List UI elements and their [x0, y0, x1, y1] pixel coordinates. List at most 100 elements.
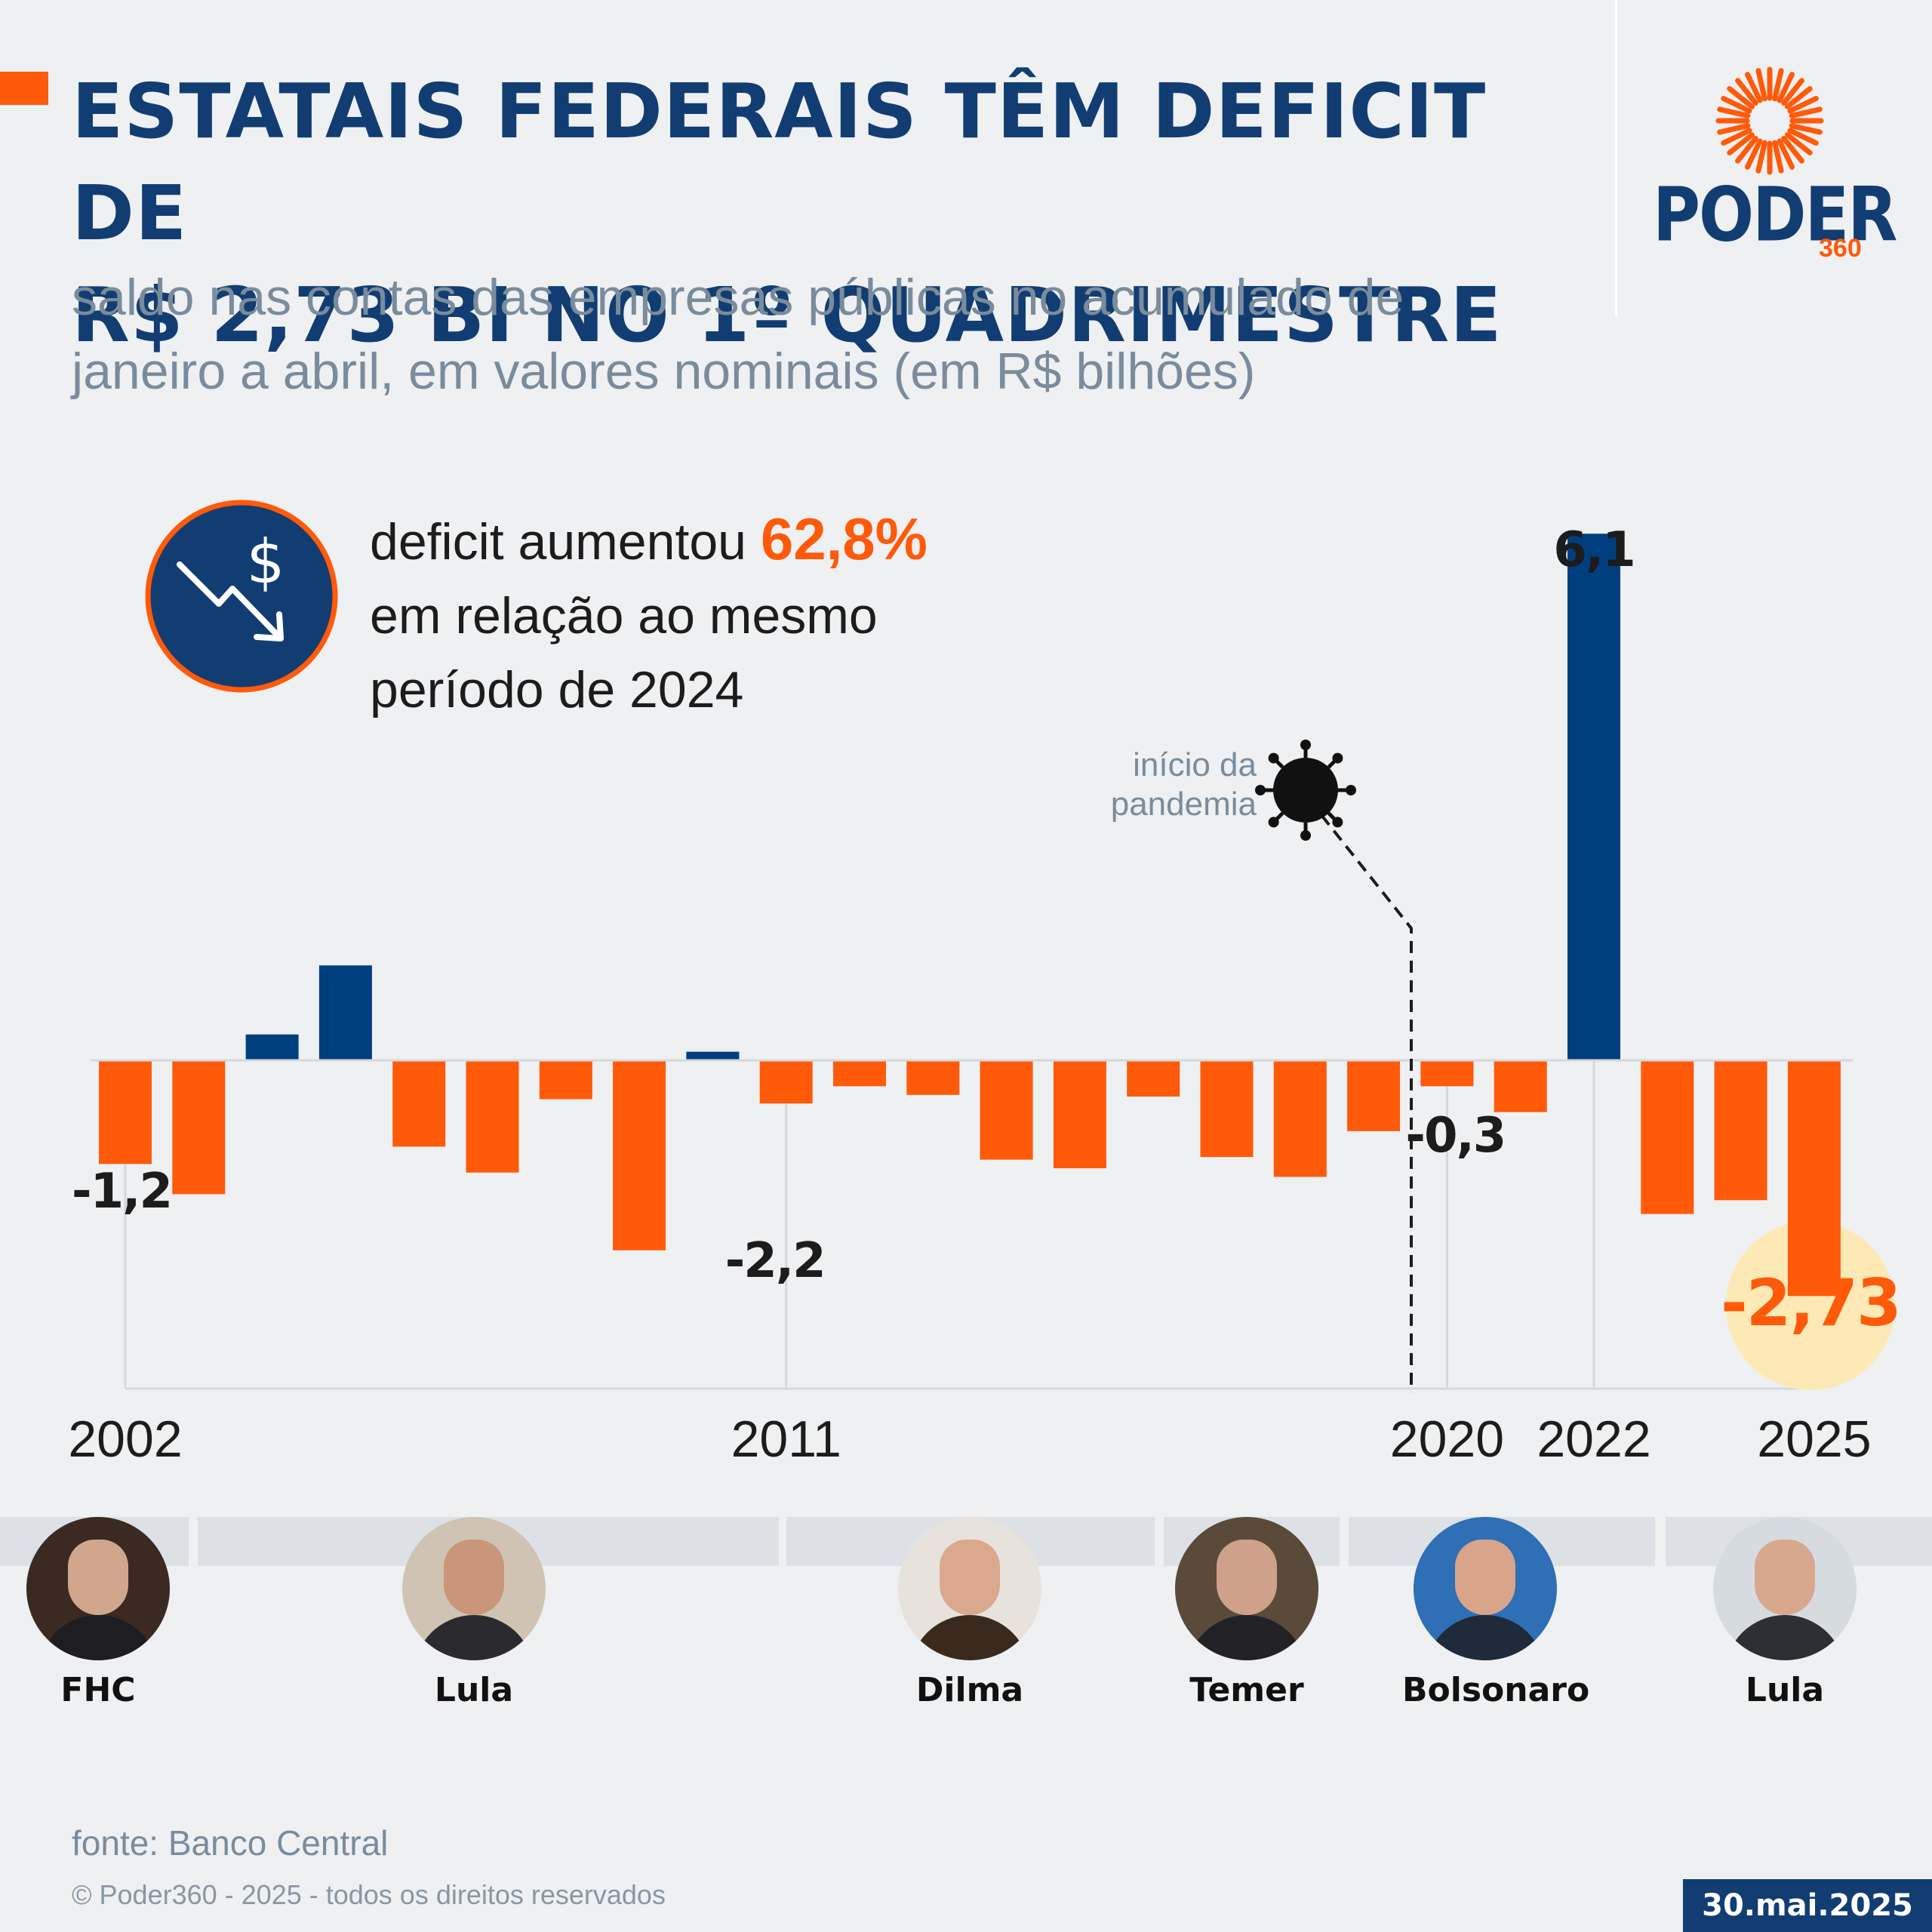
- page-title: ESTATAIS FEDERAIS TÊM DEFICIT DE R$ 2,73…: [72, 60, 1611, 366]
- bar-2011: [759, 1060, 813, 1104]
- sun-ray: [1787, 128, 1819, 146]
- president-name: Lula: [1745, 1671, 1825, 1709]
- sun-ray: [1727, 132, 1755, 155]
- callout-text: deficit aumentou 62,8% em relação ao mes…: [370, 502, 1049, 727]
- date-badge: 30.mai.2025: [1683, 1879, 1932, 1932]
- data-label-2002: -1,2: [72, 1164, 171, 1220]
- annotation-text-2: pandemia: [1111, 786, 1257, 823]
- avatar: [1713, 1517, 1857, 1660]
- president-dilma-2: Dilma: [887, 1517, 1053, 1709]
- data-label-2022: 6,1: [1553, 522, 1634, 578]
- avatar: [898, 1517, 1041, 1660]
- x-tick-label-2020: 2020: [1390, 1411, 1504, 1468]
- president-name: Lula: [434, 1671, 514, 1709]
- highlight-circle: [1725, 1221, 1895, 1390]
- sun-ray: [1781, 78, 1804, 106]
- avatar: [1175, 1517, 1318, 1660]
- bar-2025: [1787, 1060, 1841, 1297]
- svg-text:$: $: [247, 527, 285, 597]
- president-name: Bolsonaro: [1402, 1671, 1590, 1709]
- president-bolsonaro-4: Bolsonaro: [1402, 1517, 1590, 1709]
- sun-ray: [1785, 132, 1813, 155]
- dollar-down-trend-icon: $: [145, 500, 338, 693]
- presidents-band: FHC Lula Dilma Temer Bolsonaro Lula: [0, 1517, 1932, 1743]
- sun-ray: [1772, 140, 1784, 174]
- bar-2009: [613, 1060, 666, 1251]
- sun-ray: [1781, 136, 1804, 164]
- title-accent-bar: [0, 72, 48, 105]
- sun-ray: [1717, 106, 1751, 118]
- sun-ray: [1717, 123, 1751, 135]
- subtitle-line-2: janeiro a abril, em valores nominais (em…: [72, 343, 1256, 400]
- bar-2020: [1420, 1060, 1474, 1087]
- data-label-2011: -2,2: [725, 1233, 825, 1289]
- x-tick-label-2025: 2025: [1757, 1411, 1871, 1468]
- bar-2021: [1494, 1060, 1547, 1112]
- president-fhc-0: FHC: [15, 1517, 181, 1709]
- president-name: Temer: [1189, 1671, 1304, 1709]
- sun-ray: [1785, 86, 1813, 109]
- sun-ray: [1789, 123, 1823, 135]
- bar-2013: [906, 1060, 960, 1095]
- bar-2015: [1053, 1060, 1106, 1168]
- logo-number: 360: [1819, 234, 1862, 263]
- data-label-2025: -2,73: [1721, 1266, 1900, 1341]
- bar-2023: [1641, 1060, 1694, 1214]
- title-line-2: R$ 2,73 BI NO 1º QUADRIMESTRE: [72, 271, 1503, 359]
- sun-ray: [1745, 72, 1763, 103]
- title-line-1: ESTATAIS FEDERAIS TÊM DEFICIT DE: [72, 67, 1487, 257]
- callout-line-2: em relação ao mesmo: [370, 587, 878, 645]
- bar-2017: [1200, 1060, 1254, 1158]
- sun-ray: [1721, 128, 1752, 146]
- avatar: [1414, 1517, 1557, 1660]
- source-note: fonte: Banco Central: [72, 1823, 389, 1863]
- bar-2024: [1714, 1060, 1767, 1201]
- bar-chart: -1,2 -2,2 -0,3 6,1 -2,73 2002 2011 2020 2022 202…: [68, 522, 1901, 1468]
- sun-ray: [1735, 78, 1758, 106]
- bar-2010: [686, 1051, 740, 1060]
- president-lula-1: Lula: [391, 1517, 557, 1709]
- bar-2002: [99, 1060, 152, 1164]
- x-tick-label-2011: 2011: [731, 1411, 841, 1468]
- sun-ray: [1755, 68, 1767, 102]
- bar-2018: [1273, 1060, 1327, 1177]
- copyright-note: © Poder360 - 2025 - todos os direitos re…: [72, 1879, 666, 1910]
- header-divider: [1615, 0, 1617, 317]
- sun-ray: [1721, 96, 1752, 114]
- bar-2007: [466, 1060, 519, 1173]
- president-temer-3: Temer: [1164, 1517, 1330, 1709]
- sun-ray: [1772, 68, 1784, 102]
- annotation-text-1: início da: [1133, 746, 1257, 783]
- bar-2022: [1567, 534, 1620, 1060]
- coronavirus-icon: [1255, 740, 1356, 841]
- bar-2014: [980, 1060, 1033, 1160]
- bar-2008: [539, 1060, 592, 1100]
- bar-2006: [392, 1060, 446, 1147]
- callout-highlight: 62,8%: [760, 506, 928, 572]
- avatar: [26, 1517, 170, 1660]
- bar-2004: [245, 1034, 299, 1060]
- bar-2005: [318, 965, 372, 1060]
- bar-2003: [172, 1060, 226, 1195]
- bar-2019: [1347, 1060, 1401, 1131]
- callout-text-before: deficit aumentou: [370, 513, 761, 571]
- sun-ray: [1755, 140, 1767, 174]
- data-label-2020: -0,3: [1405, 1108, 1505, 1164]
- x-tick-label-2002: 2002: [68, 1411, 182, 1468]
- subtitle-line-1: saldo nas contas das empresas públicas n…: [72, 269, 1404, 326]
- annotation-leader-line: [1308, 798, 1413, 1392]
- bar-2012: [833, 1060, 886, 1087]
- sun-ray: [1735, 136, 1758, 164]
- president-lula-5: Lula: [1702, 1517, 1868, 1709]
- president-name: FHC: [60, 1671, 136, 1709]
- sun-ray: [1745, 138, 1763, 170]
- sun-ray: [1789, 106, 1823, 118]
- x-tick-label-2022: 2022: [1537, 1411, 1651, 1468]
- sun-ray: [1777, 72, 1795, 103]
- page-subtitle: saldo nas contas das empresas públicas n…: [72, 260, 1626, 408]
- sun-ray: [1787, 96, 1819, 114]
- callout-line-3: período de 2024: [370, 661, 744, 718]
- avatar: [402, 1517, 546, 1660]
- poder360-logo: PODER 360: [1653, 64, 1898, 268]
- sun-ray: [1727, 86, 1755, 109]
